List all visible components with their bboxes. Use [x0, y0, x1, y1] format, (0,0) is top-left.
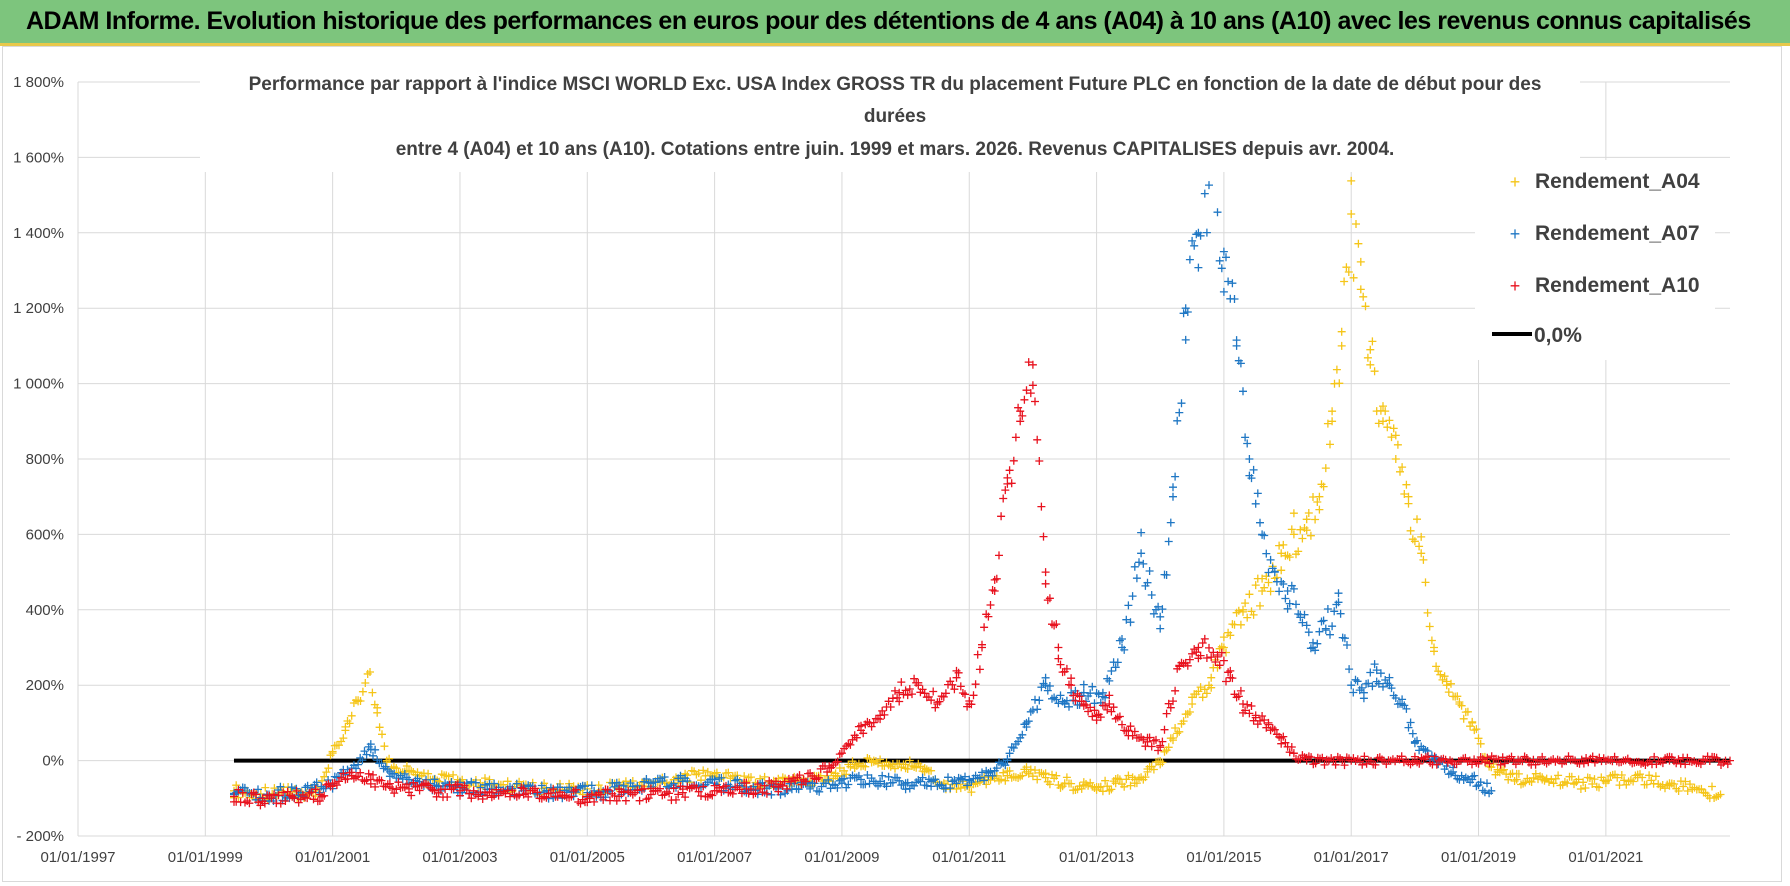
title-backdrop — [200, 62, 1580, 172]
x-tick-label: 01/01/2021 — [1568, 849, 1643, 866]
series-layer — [230, 113, 1734, 810]
x-tick-label: 01/01/2011 — [932, 849, 1006, 866]
y-tick-label: 1 600% — [13, 149, 64, 166]
x-tick-label: 01/01/2017 — [1314, 849, 1389, 866]
y-tick-label: 400% — [26, 602, 64, 619]
legend-marker-a04: + — [1510, 172, 1521, 192]
plot-title-line-1: Performance par rapport à l'indice MSCI … — [249, 74, 1542, 95]
series-a10 — [230, 358, 1734, 810]
y-tick-label: 600% — [26, 526, 64, 543]
plot-title-line-3: entre 4 (A04) et 10 ans (A10). Cotations… — [396, 139, 1395, 160]
y-tick-label: 1 000% — [13, 376, 64, 393]
series-a10-markers — [230, 358, 1734, 810]
y-tick-label: 800% — [26, 451, 64, 468]
x-tick-label: 01/01/2019 — [1441, 849, 1516, 866]
y-axis-labels: 1 800% 1 600% 1 400% 1 200% 1 000% 800% 600% 40… — [13, 74, 64, 845]
legend-marker-a07: + — [1510, 224, 1521, 244]
x-tick-label: 01/01/2003 — [422, 849, 497, 866]
legend-marker-a10: + — [1510, 276, 1521, 296]
y-tick-label: 1 200% — [13, 300, 64, 317]
legend-label-zero: 0,0% — [1534, 324, 1582, 347]
legend-label-a07: Rendement_A07 — [1535, 222, 1700, 245]
y-tick-label: 1 800% — [13, 74, 64, 91]
x-tick-label: 01/01/2015 — [1186, 849, 1261, 866]
x-tick-label: 01/01/2013 — [1059, 849, 1134, 866]
x-axis-labels: 01/01/1997 01/01/1999 01/01/2001 01/01/2003… — [40, 849, 1643, 866]
plot-title-line-2: durées — [864, 106, 926, 127]
x-tick-label: 01/01/2005 — [550, 849, 625, 866]
legend: + Rendement_A04 + Rendement_A07 + Rendem… — [1475, 160, 1715, 360]
report-title: ADAM Informe. Evolution historique des p… — [26, 7, 1751, 35]
x-tick-label: 01/01/2009 — [804, 849, 879, 866]
legend-label-a10: Rendement_A10 — [1535, 274, 1700, 297]
y-tick-label: - 200% — [16, 828, 64, 845]
x-tick-label: 01/01/1997 — [40, 849, 115, 866]
x-tick-label: 01/01/2001 — [295, 849, 370, 866]
chart-frame — [2, 46, 1782, 882]
legend-backdrop — [1475, 160, 1715, 360]
y-tick-label: 200% — [26, 677, 64, 694]
x-tick-label: 01/01/1999 — [168, 849, 243, 866]
y-tick-label: 1 400% — [13, 225, 64, 242]
report-banner: ADAM Informe. Evolution historique des p… — [0, 0, 1790, 46]
y-tick-label: 0% — [42, 753, 64, 770]
x-tick-label: 01/01/2007 — [677, 849, 752, 866]
legend-label-a04: Rendement_A04 — [1535, 170, 1700, 193]
